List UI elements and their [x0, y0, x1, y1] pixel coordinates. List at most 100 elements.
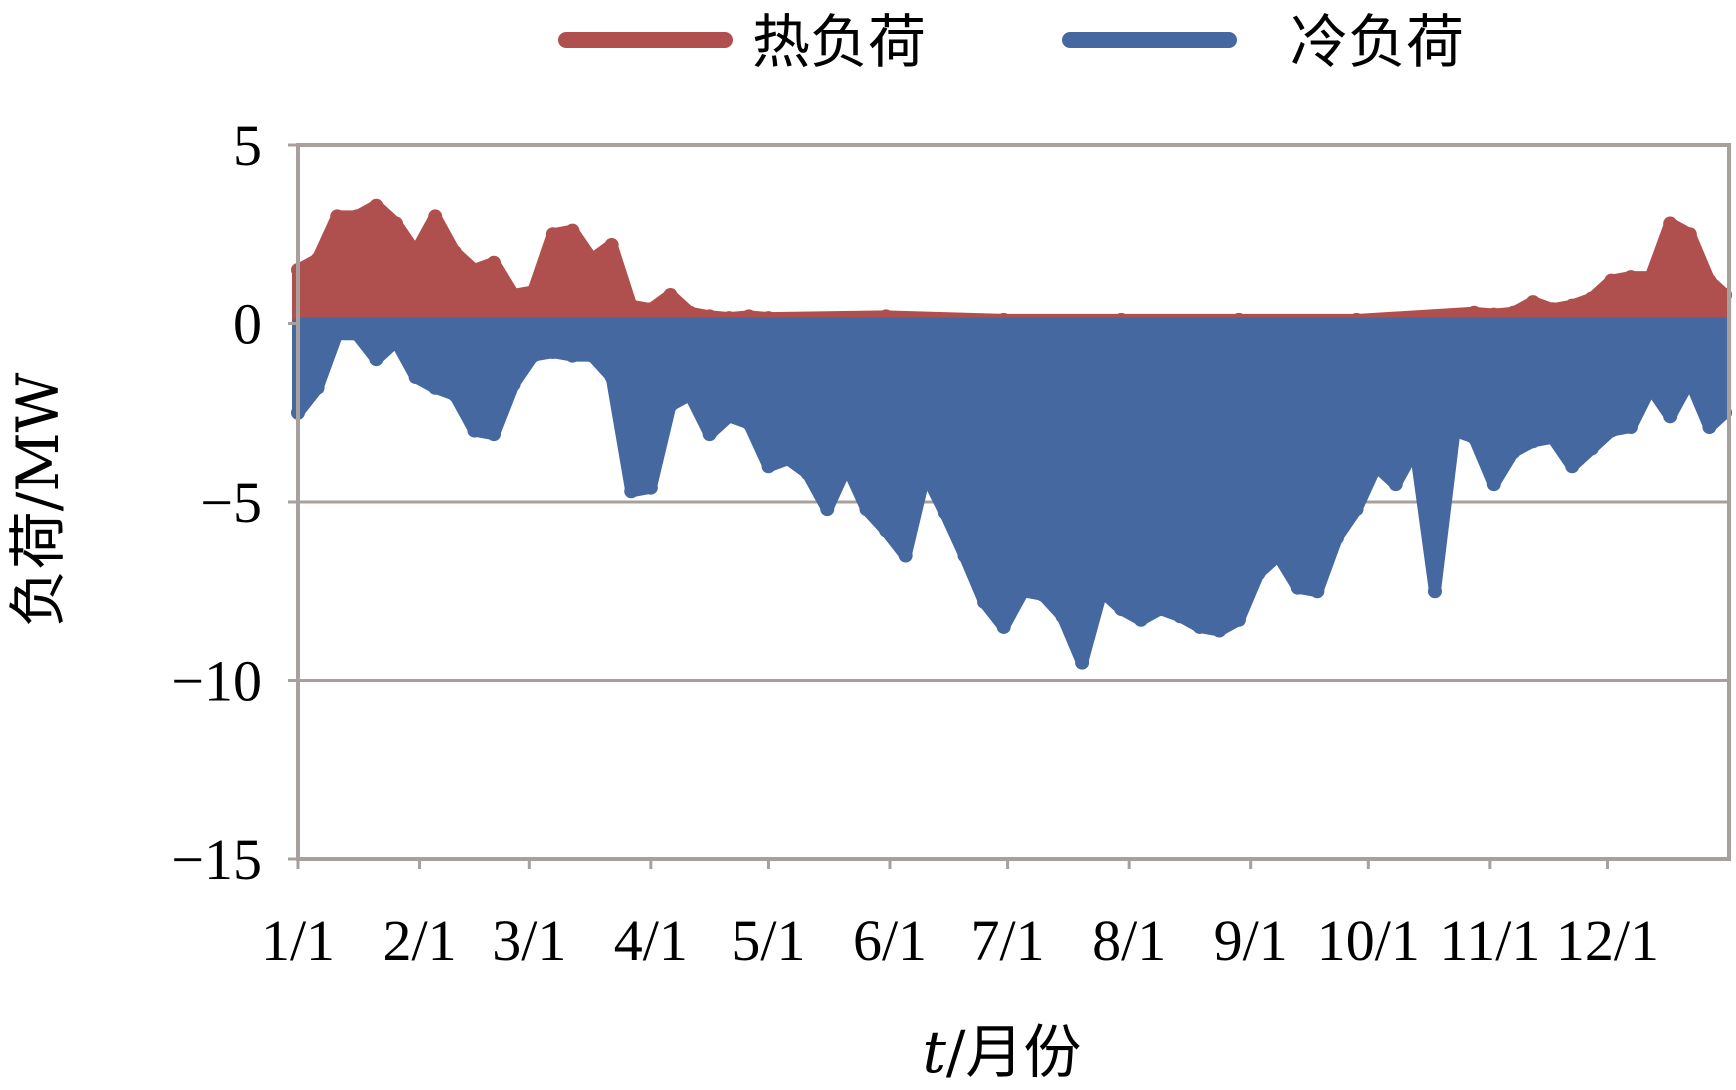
heat-load-point — [1604, 273, 1619, 288]
cold-load-point — [1055, 609, 1070, 624]
cold-load-point — [996, 619, 1011, 634]
cold-load-point — [545, 345, 560, 360]
cold-load-point — [1016, 584, 1031, 599]
y-axis-title: 负荷/MW — [4, 372, 72, 627]
y-tick-label: −10 — [171, 649, 262, 714]
heat-load-point — [624, 298, 639, 313]
cold-load-point — [1251, 566, 1266, 581]
heat-load-point — [428, 209, 443, 224]
heat-load-point — [1565, 298, 1580, 313]
x-tick-label: 8/1 — [1092, 908, 1166, 973]
cold-load-point — [487, 427, 502, 442]
heat-load-point — [1584, 291, 1599, 306]
cold-load-point — [467, 423, 482, 438]
cold-load-point — [1094, 584, 1109, 599]
cold-load-point — [1545, 430, 1560, 445]
x-axis-title-variable: t — [923, 1018, 947, 1086]
cold-load-point — [585, 348, 600, 363]
heat-load-point — [506, 287, 521, 302]
x-tick-label: 12/1 — [1556, 908, 1659, 973]
cold-load-point — [1427, 584, 1442, 599]
cold-load-point — [683, 387, 698, 402]
heat-load-point — [447, 245, 462, 260]
heat-load-point — [1682, 227, 1697, 242]
cold-load-point — [879, 523, 894, 538]
cold-load-point — [1447, 423, 1462, 438]
cold-load-point — [1643, 380, 1658, 395]
heat-load-point — [369, 198, 384, 213]
cold-load-point — [447, 387, 462, 402]
cold-load-point — [1212, 623, 1227, 638]
y-tick-label: 5 — [233, 113, 262, 178]
cold-load-point — [977, 594, 992, 609]
cold-load-point — [957, 548, 972, 563]
cold-load-point — [918, 466, 933, 481]
y-tick-label: −5 — [200, 470, 262, 535]
cold-load-point — [1584, 441, 1599, 456]
heat-load-point — [487, 255, 502, 270]
heat-load-point — [1467, 305, 1482, 320]
heat-load-point — [526, 284, 541, 299]
cold-load-point — [369, 352, 384, 367]
heat-load-point — [683, 305, 698, 320]
x-tick-label: 5/1 — [731, 908, 805, 973]
cold-load-point — [1173, 609, 1188, 624]
x-tick-label: 4/1 — [614, 908, 688, 973]
heat-load-point — [1663, 216, 1678, 231]
cold-load-point — [1702, 420, 1717, 435]
cold-load-point — [565, 348, 580, 363]
cold-load-point — [389, 334, 404, 349]
heat-load-point — [330, 209, 345, 224]
x-tick-label: 2/1 — [382, 908, 456, 973]
cold-load-point — [859, 502, 874, 517]
heat-load-point — [467, 262, 482, 277]
cold-load-point — [800, 466, 815, 481]
y-tick-label: 0 — [233, 292, 262, 357]
heat-load-point — [1545, 302, 1560, 317]
heat-load-point — [565, 223, 580, 238]
heat-load-point — [585, 252, 600, 267]
heat-load-point — [1525, 295, 1540, 310]
heat-load-point — [1623, 270, 1638, 285]
legend-label-heat-load: 热负荷 — [752, 8, 926, 76]
series-layer — [291, 198, 1733, 670]
heat-load-point — [663, 287, 678, 302]
cold-load-point — [1369, 459, 1384, 474]
cold-load-point — [1604, 423, 1619, 438]
heat-load-point — [408, 245, 423, 260]
x-tick-label: 3/1 — [492, 908, 566, 973]
cold-load-point — [428, 380, 443, 395]
heat-load-point — [349, 209, 364, 224]
cold-load-point — [604, 370, 619, 385]
cold-load-point — [937, 505, 952, 520]
cold-load-point — [1231, 612, 1246, 627]
cold-load-point — [1310, 584, 1325, 599]
heat-load-point — [389, 216, 404, 231]
x-tick-label: 9/1 — [1214, 908, 1288, 973]
cold-load-point — [1682, 373, 1697, 388]
series-heat-load — [292, 199, 1732, 330]
cold-load-point — [526, 348, 541, 363]
x-axis-title: t/月份 — [923, 1018, 1082, 1086]
cold-load-point — [663, 398, 678, 413]
y-tick-label: −15 — [171, 827, 262, 892]
cold-load-point — [1663, 409, 1678, 424]
y-tick-labels: 5 0 −5 −10 −15 — [171, 113, 298, 892]
heat-load-point — [643, 302, 658, 317]
cold-load-point — [1290, 580, 1305, 595]
cold-load-point — [1329, 530, 1344, 545]
cold-load-point — [1467, 430, 1482, 445]
heat-load-point — [310, 252, 325, 267]
x-tick-label: 11/1 — [1439, 908, 1540, 973]
cold-load-point — [1133, 612, 1148, 627]
cold-load-point — [624, 484, 639, 499]
cold-load-point — [310, 380, 325, 395]
x-axis-title-unit: /月份 — [946, 1018, 1082, 1086]
legend: 热负荷 冷负荷 — [558, 8, 1464, 76]
cold-load-point — [1271, 548, 1286, 563]
x-tick-label: 6/1 — [853, 908, 927, 973]
cold-load-point — [643, 480, 658, 495]
heat-load-point — [604, 237, 619, 252]
cold-load-point — [1035, 587, 1050, 602]
